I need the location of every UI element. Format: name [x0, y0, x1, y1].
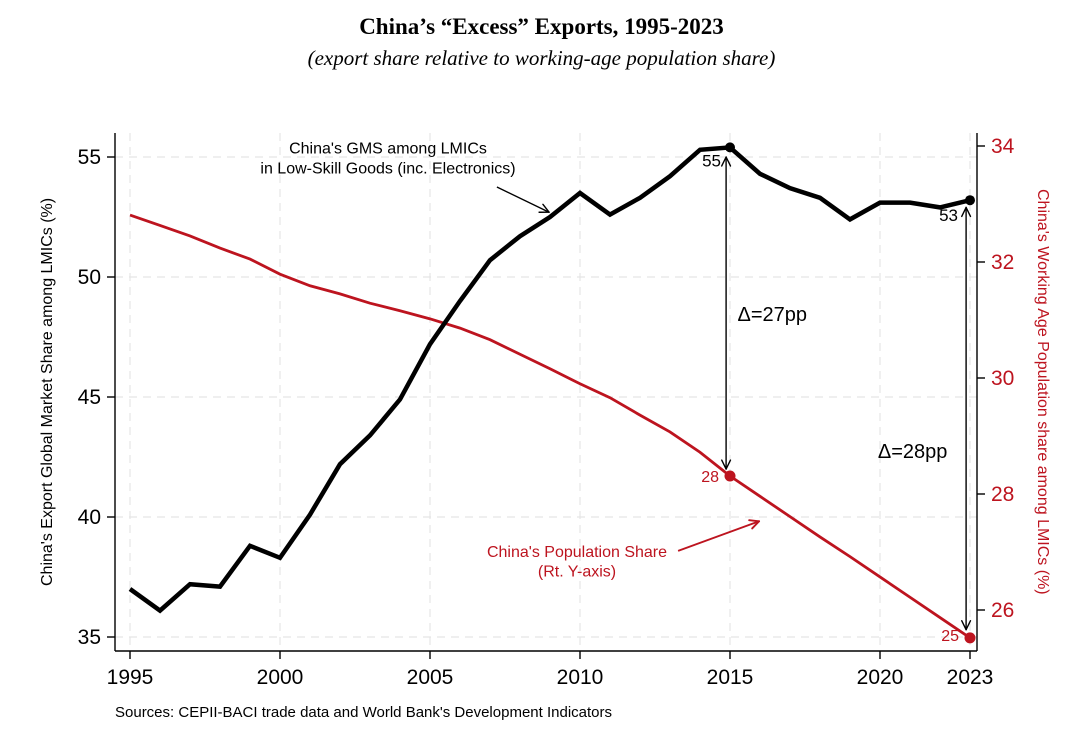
- series-line-right: [129, 213, 971, 639]
- marker-dot: [965, 195, 976, 206]
- left-tick-label: 35: [78, 626, 101, 649]
- left-tick-label: 45: [78, 386, 101, 409]
- x-tick-label: 2010: [557, 666, 604, 689]
- right-axis-title: China's Working Age Population share amo…: [1034, 189, 1051, 595]
- arrowhead: [721, 459, 727, 470]
- left-tick-label: 50: [78, 266, 101, 289]
- right-tick-label: 34: [991, 135, 1015, 158]
- arrowhead: [748, 519, 761, 523]
- arrowhead: [725, 459, 732, 470]
- x-tick-label: 2020: [857, 666, 904, 689]
- arrowhead: [965, 620, 972, 631]
- left-tick-label: 40: [78, 506, 101, 529]
- right-tick-label: 32: [991, 251, 1014, 274]
- arrowhead: [725, 156, 732, 167]
- x-tick-label: 2000: [257, 666, 304, 689]
- annotation-arrow: [496, 186, 550, 213]
- left-tick-label: 55: [78, 146, 101, 169]
- annotation-text: (Rt. Y-axis): [538, 564, 616, 581]
- chart-title: China’s “Excess” Exports, 1995-2023: [359, 14, 724, 39]
- annotation-text: China's GMS among LMICs: [289, 141, 487, 158]
- annotation-text: 55: [702, 151, 721, 170]
- arrowhead: [965, 206, 972, 218]
- arrowhead: [721, 156, 727, 167]
- x-tick-label: 2023: [947, 666, 994, 689]
- annotation-text: Δ=27pp: [738, 304, 808, 326]
- annotation-text: in Low-Skill Goods (inc. Electronics): [260, 161, 515, 178]
- annotation-text: 28: [701, 469, 719, 486]
- marker-dot: [725, 142, 736, 153]
- x-tick-label: 1995: [107, 666, 154, 689]
- annotation-arrow: [677, 520, 760, 552]
- arrowhead: [961, 620, 967, 631]
- annotation-text: 53: [939, 206, 958, 225]
- marker-dot: [724, 470, 736, 482]
- arrowhead: [751, 520, 761, 530]
- x-tick-label: 2015: [707, 666, 754, 689]
- source-note: Sources: CEPII-BACI trade data and World…: [115, 704, 612, 721]
- chart-subtitle: (export share relative to working-age po…: [307, 46, 776, 70]
- right-tick-label: 30: [991, 367, 1014, 390]
- x-tick-label: 2005: [407, 666, 454, 689]
- arrowhead: [961, 206, 967, 218]
- annotation-text: Δ=28pp: [878, 441, 948, 463]
- marker-dot: [964, 632, 976, 644]
- arrowhead: [542, 203, 550, 213]
- series-line-left: [128, 145, 971, 614]
- right-tick-label: 26: [991, 599, 1014, 622]
- annotation-text: 25: [941, 628, 959, 645]
- annotation-text: China's Population Share: [487, 544, 667, 561]
- right-tick-label: 28: [991, 483, 1014, 506]
